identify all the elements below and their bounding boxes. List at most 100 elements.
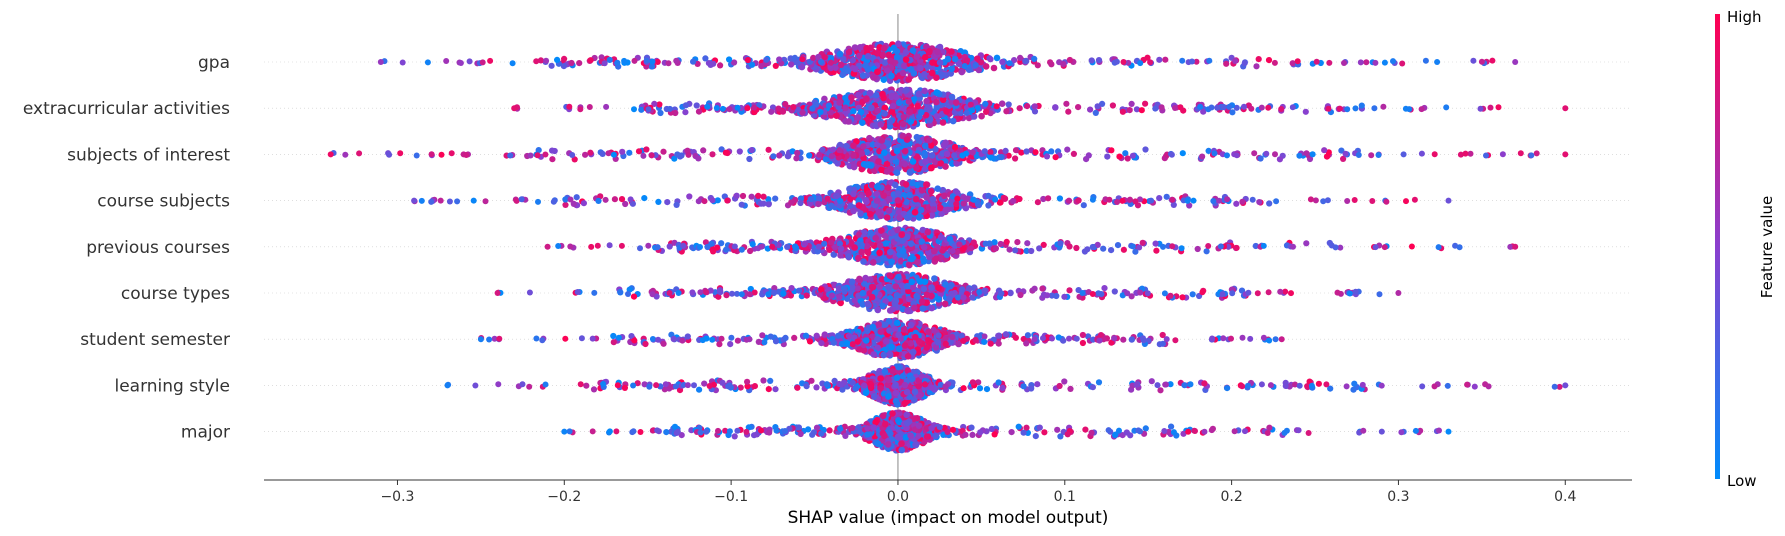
shap-dot [637, 245, 643, 252]
shap-dot [772, 62, 779, 69]
shap-dot [1203, 248, 1210, 255]
shap-dot [1057, 240, 1064, 247]
shap-dot [1253, 63, 1260, 70]
shap-dot [1023, 148, 1030, 155]
shap-dot [933, 89, 940, 96]
shap-dot [872, 234, 879, 242]
shap-dot [618, 242, 625, 249]
shap-dot [883, 338, 890, 345]
shap-dot [1290, 243, 1296, 250]
shap-dot [749, 241, 756, 248]
shap-dot [739, 192, 747, 200]
shap-dot [943, 150, 951, 158]
shap-dot [630, 293, 638, 300]
shap-dot [1106, 196, 1113, 203]
shap-dot [1418, 150, 1425, 157]
shap-dot [454, 198, 461, 205]
shap-dot [1080, 202, 1087, 209]
shap-dot [850, 190, 857, 198]
shap-dot [1241, 60, 1248, 67]
shap-dot [933, 113, 941, 120]
shap-dot [1309, 151, 1316, 158]
shap-dot [911, 209, 919, 216]
shap-dot [902, 181, 910, 188]
shap-dot [568, 59, 575, 67]
shap-dot [729, 290, 735, 297]
shap-dot [1288, 290, 1294, 297]
shap-dot [843, 142, 850, 150]
shap-dot [1422, 57, 1429, 64]
shap-dot [875, 209, 882, 216]
shap-dot [855, 202, 863, 209]
shap-dot [605, 150, 612, 157]
shap-dot [893, 169, 901, 176]
shap-dot [978, 59, 985, 66]
shap-dot [1075, 197, 1082, 204]
shap-dot [548, 62, 555, 69]
shap-dot [1169, 196, 1176, 203]
shap-dot [970, 113, 978, 120]
shap-dot [874, 107, 881, 114]
shap-dot [879, 254, 887, 262]
shap-dot [1271, 59, 1278, 66]
shap-dot [1028, 247, 1035, 255]
shap-dot [1095, 57, 1103, 64]
shap-dot [907, 118, 914, 125]
shap-dot [919, 305, 927, 312]
shap-dot [903, 86, 910, 94]
shap-dot [883, 67, 891, 74]
shap-dot [918, 109, 925, 116]
shap-dot [635, 148, 643, 155]
shap-dot [1129, 243, 1136, 250]
shap-dot [1129, 152, 1136, 159]
shap-dot [673, 57, 680, 64]
shap-dot [1108, 247, 1115, 254]
shap-dot [992, 245, 1000, 252]
shap-dot [933, 74, 940, 81]
shap-dot [895, 40, 902, 48]
shap-dot [704, 103, 711, 110]
shap-dot [1031, 55, 1038, 63]
shap-dot [856, 276, 863, 284]
shap-dot [826, 246, 833, 253]
shap-dot [974, 105, 981, 112]
shap-dot [1120, 59, 1127, 65]
shap-dot [1132, 198, 1139, 205]
shap-dot [651, 100, 658, 107]
shap-dot [889, 102, 897, 110]
shap-dot [695, 198, 702, 205]
shap-dot [760, 200, 767, 207]
shap-dot [1017, 291, 1024, 299]
shap-dot [697, 289, 704, 296]
shap-dot [1528, 152, 1535, 159]
shap-dot [902, 48, 910, 56]
shap-dot [1065, 197, 1073, 204]
shap-dot [747, 247, 754, 255]
shap-dot [413, 152, 420, 159]
shap-dot [693, 102, 700, 109]
shap-dot [1075, 104, 1082, 111]
shap-dot [936, 59, 944, 66]
shap-dot [1256, 199, 1263, 205]
shap-dot [1199, 153, 1206, 160]
shap-dot [610, 151, 617, 158]
shap-dot [828, 153, 835, 160]
shap-dot [876, 249, 883, 257]
shap-dot [765, 291, 772, 298]
shap-dot [1533, 150, 1540, 157]
shap-dot [1003, 238, 1010, 245]
shap-dot [914, 258, 921, 266]
shap-dot [923, 194, 930, 201]
shap-dot [1032, 149, 1039, 156]
shap-dot [862, 274, 869, 282]
shap-dot [821, 54, 828, 61]
shap-dot [1326, 59, 1333, 66]
shap-dot [1341, 60, 1347, 66]
shap-dot [1467, 150, 1474, 157]
shap-dot [734, 104, 741, 111]
shap-dot [949, 117, 957, 125]
shap-dot [848, 278, 856, 286]
shap-dot [1104, 153, 1111, 160]
shap-dot [689, 289, 696, 296]
shap-dot [649, 291, 656, 298]
